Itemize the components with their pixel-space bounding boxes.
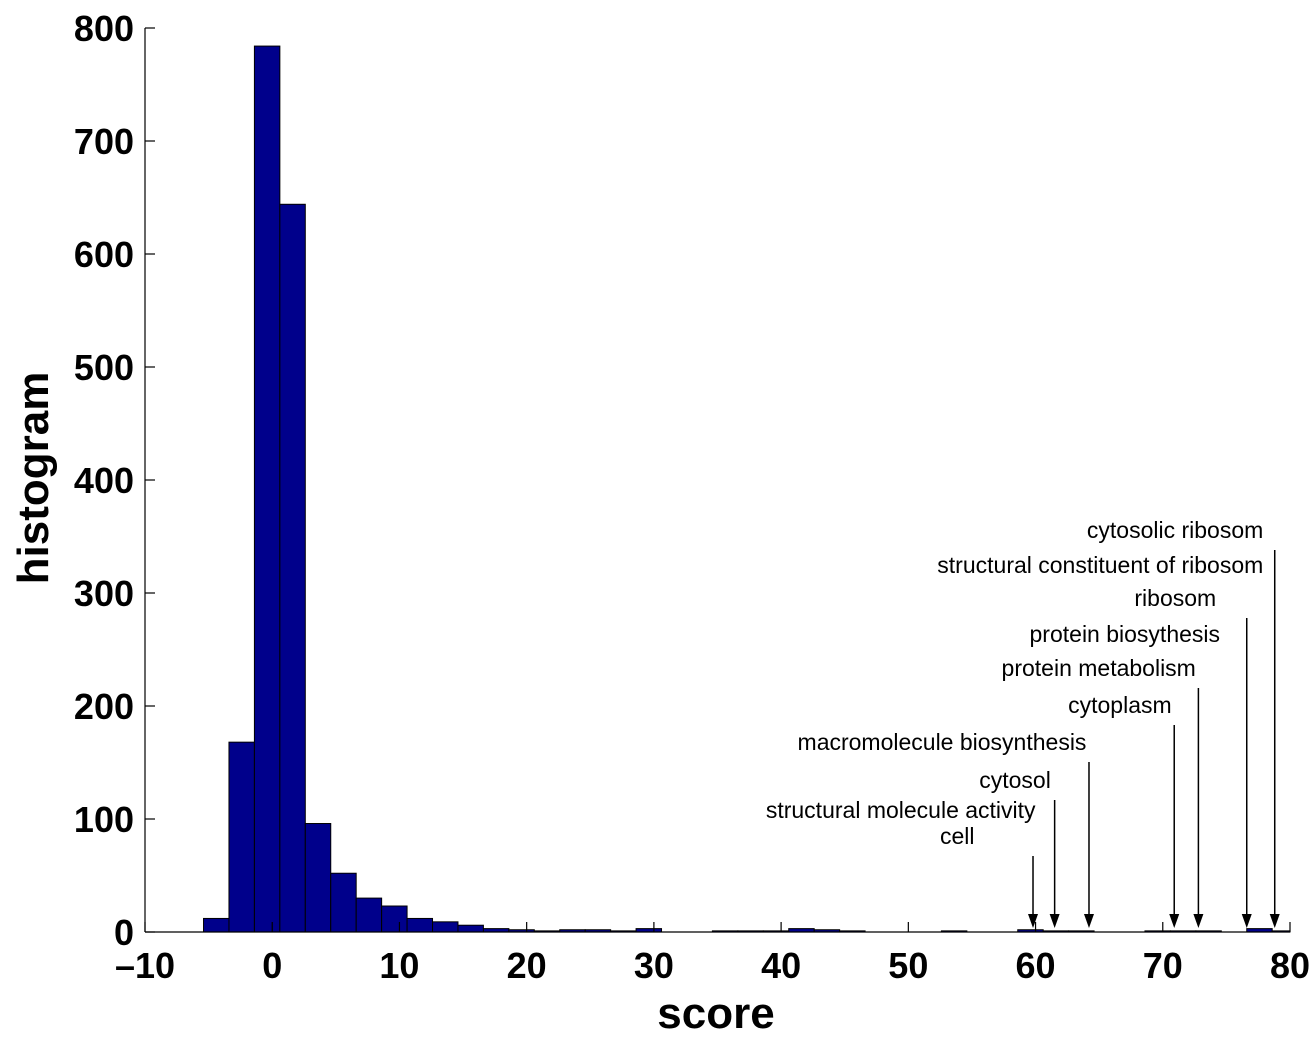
x-tick-label: –10	[115, 945, 175, 986]
x-axis-title: score	[657, 989, 774, 1038]
annotation-label: structural molecule activity	[766, 797, 1036, 823]
histogram-bar	[381, 905, 408, 933]
histogram-bar	[304, 823, 332, 933]
annotation-label: structural constituent of ribosom	[937, 552, 1263, 578]
y-tick-label: 600	[74, 234, 134, 275]
y-axis-title: histogram	[9, 372, 58, 585]
histogram-bar	[355, 897, 383, 933]
annotation-arrow-head	[1028, 914, 1039, 928]
annotation-arrow-head	[1241, 914, 1252, 928]
y-tick-label: 800	[74, 8, 134, 49]
axes: –10 0 10 20 30 40 50 60 70 8001002003004005006007…	[74, 8, 1310, 986]
y-tick-label: 200	[74, 686, 134, 727]
y-tick-label: 0	[114, 912, 134, 953]
y-tick-label: 700	[74, 121, 134, 162]
annotation-label: protein metabolism	[1002, 655, 1196, 681]
y-tick-label: 500	[74, 347, 134, 388]
annotation-label: ribosom	[1134, 585, 1216, 611]
annotation-arrow-head	[1169, 914, 1180, 928]
histogram-bar	[279, 203, 306, 933]
x-tick-label: 0	[262, 945, 282, 986]
x-tick-label: 80	[1270, 945, 1310, 986]
x-tick-label: 70	[1143, 945, 1183, 986]
x-tick-label: 50	[888, 945, 928, 986]
y-tick-label: 100	[74, 799, 134, 840]
annotation-label: protein biosythesis	[1030, 621, 1221, 647]
annotation-arrow-head	[1083, 914, 1094, 928]
x-tick-label: 60	[1016, 945, 1056, 986]
y-tick-label: 400	[74, 460, 134, 501]
x-tick-label: 40	[761, 945, 801, 986]
x-tick-label: 30	[634, 945, 674, 986]
histogram-bar	[330, 872, 357, 933]
annotation-label: cytosol	[979, 767, 1051, 793]
x-tick-label: 20	[507, 945, 547, 986]
x-tick-label: 10	[379, 945, 419, 986]
annotation-arrow-head	[1049, 914, 1060, 928]
annotation-label: macromolecule biosynthesis	[798, 729, 1087, 755]
histogram-bar	[203, 917, 230, 933]
histogram-bar	[432, 921, 459, 933]
annotation-label: cytosolic ribosom	[1087, 517, 1263, 543]
annotation-arrow-head	[1193, 914, 1204, 928]
annotation-label: cytoplasm	[1068, 692, 1172, 718]
histogram-bar	[457, 924, 484, 933]
y-tick-label: 300	[74, 573, 134, 614]
annotation-label: cell	[940, 823, 975, 849]
histogram-bars	[203, 45, 1291, 933]
histogram-bar	[228, 741, 255, 933]
histogram-bar	[406, 917, 434, 933]
annotation-arrow-head	[1269, 914, 1280, 928]
histogram-bar	[253, 45, 281, 933]
